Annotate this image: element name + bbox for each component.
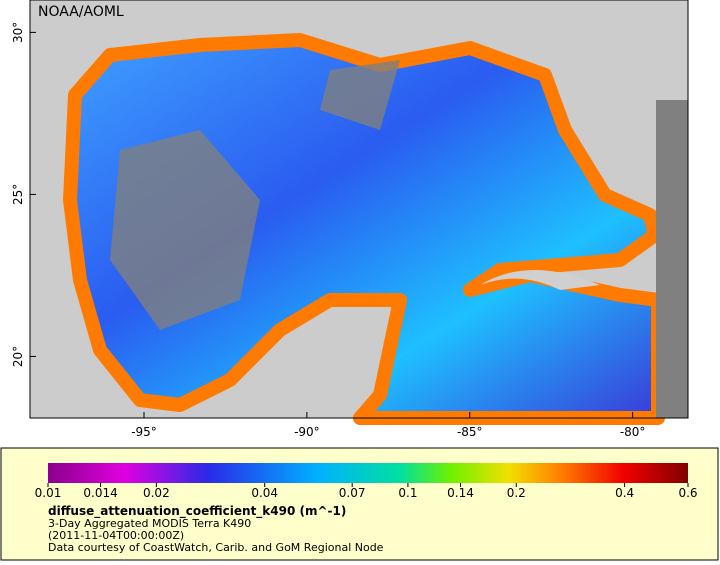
caption-product: 3-Day Aggregated MODIS Terra K490 [48,517,251,530]
caption-source: Data courtesy of CoastWatch, Carib. and … [48,541,384,554]
colorbar-tick-label: 0.6 [678,486,697,500]
map-frame [29,0,689,419]
colorbar-tick-label: 0.02 [143,486,170,500]
x-tick-label: -80° [620,425,646,439]
x-tick-label: -85° [457,425,483,439]
y-tick-label: 20° [11,346,25,367]
colorbar-tick-label: 0.4 [615,486,634,500]
x-tick-label: -90° [294,425,320,439]
credit: NOAA/AOML [38,4,124,20]
y-tick-label: 30° [11,22,25,43]
colorbar-tick-label: 0.014 [83,486,117,500]
cloud-mask [320,60,400,130]
colorbar-ticks: 0.01 0.014 0.02 0.04 0.07 0.1 0.14 0.2 0.4 0.6 [35,483,698,500]
x-tick-label: -95° [131,425,157,439]
cuba [480,270,600,290]
colorbar-tick-label: 0.2 [507,486,526,500]
caption-time: (2011-11-04T00:00:00Z) [48,529,184,542]
y-tick-label: 25° [11,184,25,205]
caption-variable: diffuse_attenuation_coefficient_k490 (m^… [48,504,346,519]
colorbar-tick-label: 0.1 [398,486,417,500]
colorbar-tick-label: 0.04 [251,486,278,500]
colorbar-tick-label: 0.07 [339,486,366,500]
colorbar-tick-label: 0.14 [447,486,474,500]
axes: -95° -90° -85° -80° 20° 25° 30° [11,22,645,439]
cloud-mask [110,130,260,330]
no-data [656,100,688,418]
colorbar [48,463,688,483]
colorbar-tick-label: 0.01 [35,486,62,500]
